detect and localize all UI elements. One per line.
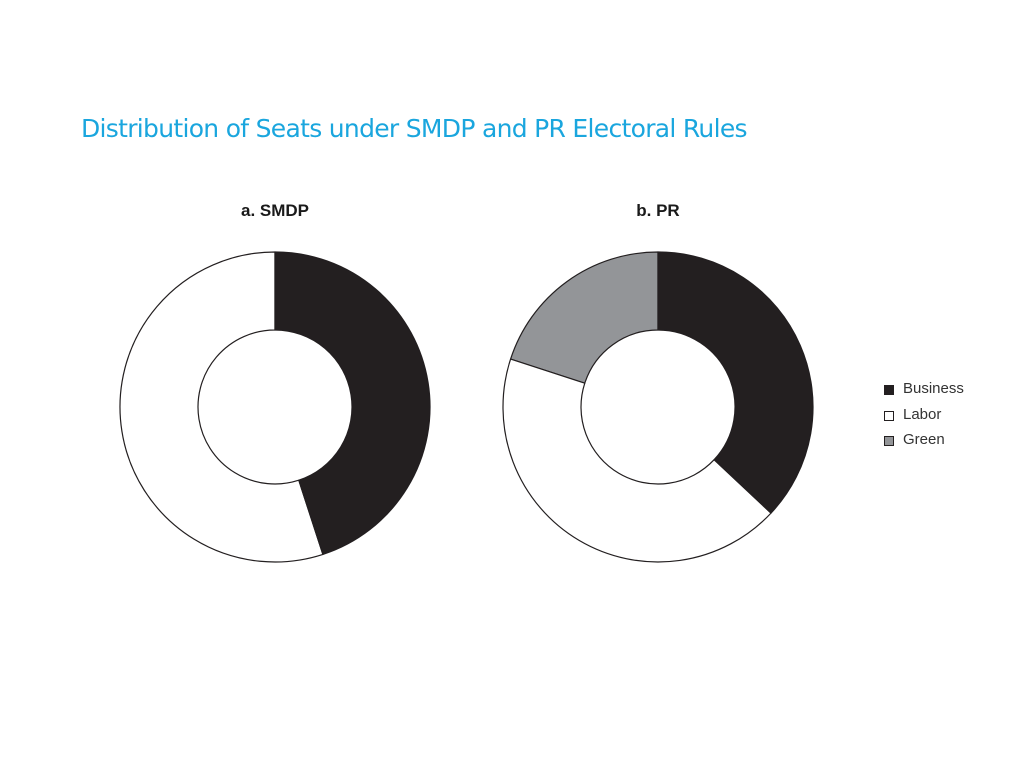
donut-slice-green xyxy=(509,251,659,384)
legend: Business Labor Green xyxy=(884,376,964,453)
legend-swatch-business xyxy=(884,385,894,396)
chart-title-smdp: a. SMDP xyxy=(241,201,309,220)
donut-slice-business xyxy=(274,251,431,556)
donut-chart-pr: b. PR xyxy=(502,201,814,563)
legend-label-business: Business xyxy=(903,380,964,398)
donut-slice-labor xyxy=(502,358,772,563)
chart-title-pr: b. PR xyxy=(636,201,679,220)
donut-chart-smdp: a. SMDP xyxy=(119,201,431,563)
slide-title: Distribution of Seats under SMDP and PR … xyxy=(81,114,748,143)
legend-swatch-labor xyxy=(884,410,894,421)
legend-item-labor: Labor xyxy=(884,402,964,428)
legend-item-green: Green xyxy=(884,427,964,453)
legend-swatch-green xyxy=(884,436,894,447)
legend-label-labor: Labor xyxy=(903,405,942,423)
legend-item-business: Business xyxy=(884,376,964,402)
donut-slice-business xyxy=(657,251,814,514)
donut-slice-labor xyxy=(119,251,324,563)
legend-label-green: Green xyxy=(903,431,945,449)
